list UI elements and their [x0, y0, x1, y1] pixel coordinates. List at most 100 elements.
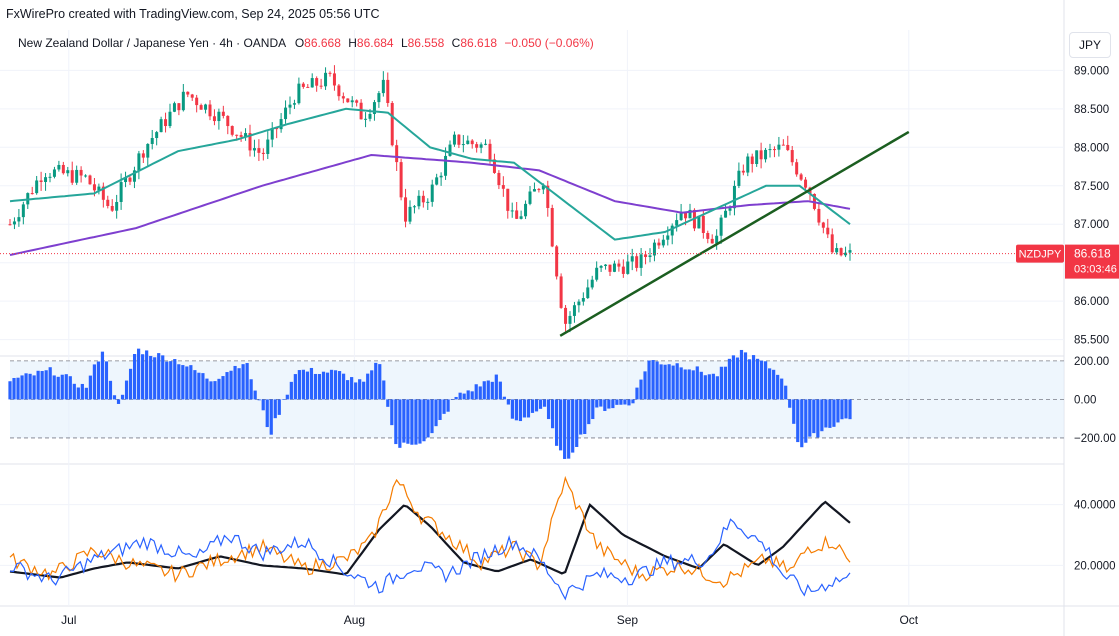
candle-body: [750, 156, 754, 164]
histogram-bar: [707, 374, 711, 400]
histogram-bar: [812, 399, 816, 434]
histogram-bar: [571, 399, 575, 453]
candle-body: [315, 78, 319, 86]
histogram-bar: [418, 399, 422, 444]
histogram-bar: [128, 368, 133, 400]
candle-body: [568, 315, 572, 324]
candle-body: [652, 242, 656, 256]
y-tick-label: 87.500: [1074, 181, 1109, 193]
histogram-bar: [36, 370, 40, 400]
legend-symbol: New Zealand Dollar / Japanese Yen · 4h ·…: [18, 36, 286, 50]
candle-body: [755, 150, 759, 164]
y-tick-label: −200.00: [1074, 433, 1116, 445]
histogram-bar: [711, 373, 715, 400]
candle-body: [75, 169, 79, 183]
histogram-bar: [671, 365, 675, 400]
histogram-bar: [177, 364, 181, 400]
histogram-bar: [217, 378, 221, 400]
histogram-bar: [635, 387, 639, 400]
candle-body: [39, 180, 43, 182]
candle-body: [306, 86, 310, 88]
histogram-bar: [325, 372, 330, 400]
histogram-bar: [341, 373, 346, 400]
indicator-line-black: [9, 500, 851, 579]
candle-body: [324, 72, 328, 87]
histogram-bar: [229, 370, 233, 400]
histogram-bar: [490, 381, 494, 400]
histogram-bar: [731, 355, 736, 400]
histogram-bar: [112, 395, 117, 400]
candle-body: [661, 239, 665, 246]
x-tick-label: Oct: [899, 613, 918, 627]
histogram-bar: [213, 381, 217, 400]
histogram-bar: [382, 380, 386, 400]
histogram-bar: [390, 399, 394, 426]
histogram-bar: [438, 399, 442, 420]
candle-body: [35, 180, 39, 194]
candle-body: [270, 127, 274, 140]
candle-body: [84, 175, 88, 177]
histogram-bar: [386, 399, 390, 407]
candle-body: [137, 153, 141, 171]
candle-body: [332, 73, 336, 86]
candle-body: [417, 195, 421, 207]
candle-body: [795, 162, 799, 175]
histogram-bar: [398, 399, 402, 448]
y-tick-label: 87.000: [1074, 219, 1109, 231]
histogram-bar: [800, 399, 804, 448]
candle-body: [275, 127, 279, 130]
candle-body: [466, 140, 470, 145]
candle-body: [537, 189, 541, 191]
histogram-bar: [261, 399, 265, 411]
candle-body: [706, 233, 710, 239]
candle-body: [644, 254, 648, 258]
histogram-bar: [185, 366, 189, 400]
histogram-bar: [321, 371, 326, 400]
candle-body: [301, 83, 305, 87]
candle-body: [248, 133, 252, 151]
candle-body: [772, 149, 776, 151]
currency-button[interactable]: JPY: [1069, 32, 1111, 58]
histogram-bar: [28, 373, 32, 400]
candle-body: [181, 91, 185, 111]
histogram-bar: [679, 367, 683, 400]
candle-body: [635, 256, 639, 268]
histogram-bar: [743, 352, 748, 400]
histogram-bar: [639, 379, 643, 400]
candle-body: [586, 287, 590, 299]
candle-body: [101, 186, 105, 200]
histogram-bar: [305, 371, 310, 400]
histogram-bar: [358, 379, 362, 400]
histogram-bar: [189, 365, 193, 400]
histogram-bar: [374, 362, 378, 400]
candle-body: [155, 132, 159, 139]
histogram-bar: [683, 369, 687, 400]
candle-body: [439, 175, 443, 178]
candle-body: [12, 221, 16, 225]
histogram-bar: [132, 354, 137, 400]
candle-body: [212, 116, 216, 122]
candle-body: [355, 100, 359, 103]
histogram-bar: [116, 399, 121, 404]
histogram-bar: [193, 370, 197, 400]
histogram-bar: [832, 399, 836, 427]
candle-body: [292, 103, 296, 105]
histogram-bar: [285, 394, 289, 400]
histogram-bar: [108, 380, 113, 400]
histogram-bar: [486, 380, 490, 400]
candle-body: [759, 150, 763, 160]
histogram-bar: [120, 394, 125, 400]
candle-body: [497, 172, 501, 186]
candle-body: [17, 217, 21, 222]
candle-body: [590, 279, 594, 288]
histogram-bar: [40, 371, 44, 400]
candle-body: [252, 148, 256, 151]
histogram-bar: [362, 381, 366, 400]
histogram-bar: [20, 375, 24, 400]
histogram-bar: [659, 364, 663, 400]
candle-body: [515, 210, 519, 219]
candle-body: [457, 134, 461, 145]
histogram-bar: [462, 393, 466, 400]
candle-body: [97, 186, 101, 191]
